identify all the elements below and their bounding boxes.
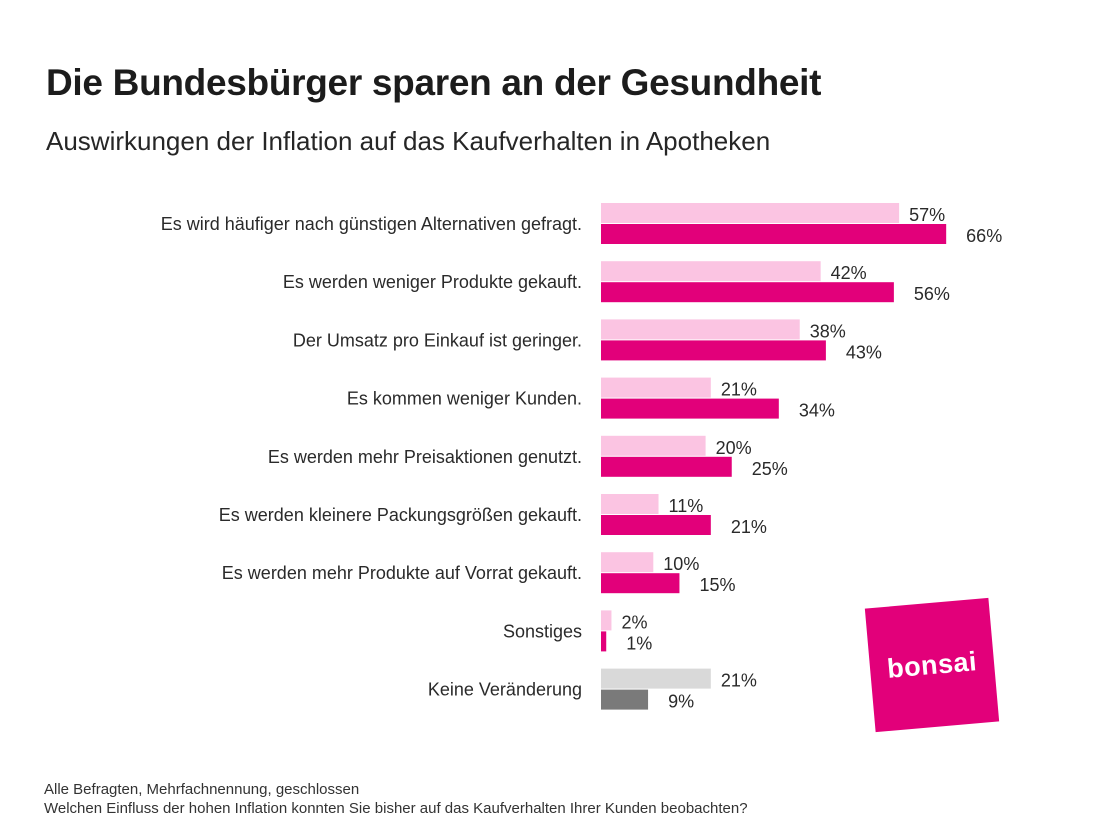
value-label: 1% (626, 633, 652, 653)
value-label: 42% (831, 263, 867, 283)
category-label: Es werden kleinere Packungsgrößen gekauf… (219, 505, 582, 525)
bar-light (601, 494, 659, 514)
footnote-question: Welchen Einfluss der hohen Inflation kon… (44, 800, 748, 817)
bar-dark (601, 689, 649, 710)
bar-light (601, 435, 706, 456)
value-label: 11% (669, 496, 704, 516)
bar-dark (601, 515, 711, 535)
value-label: 9% (668, 692, 694, 712)
category-label: Es kommen weniger Kunden. (347, 389, 582, 409)
bar-light (601, 261, 821, 282)
bar-dark (601, 282, 894, 303)
value-label: 43% (846, 342, 882, 362)
bar-dark (601, 398, 779, 419)
bar-light (601, 552, 654, 573)
bar-light (601, 610, 612, 631)
value-label: 21% (721, 671, 757, 691)
bar-light (601, 377, 711, 398)
bar-dark (601, 340, 826, 361)
bar-light (601, 668, 711, 689)
category-label: Sonstiges (503, 621, 582, 641)
value-label: 56% (914, 284, 950, 304)
bar-dark (601, 573, 680, 594)
category-label: Es werden weniger Produkte gekauft. (283, 272, 582, 292)
bar-light (601, 203, 900, 223)
bar-dark (601, 631, 607, 652)
bar-dark (601, 224, 947, 244)
value-label: 21% (721, 380, 757, 400)
bar-dark (601, 456, 732, 477)
logo-text: bonsai (885, 645, 979, 684)
value-label: 66% (966, 226, 1002, 246)
category-label: Keine Veränderung (428, 680, 582, 700)
category-label: Der Umsatz pro Einkauf ist geringer. (293, 330, 582, 350)
bonsai-logo: bonsai (864, 597, 1000, 733)
value-label: 25% (752, 459, 788, 479)
chart-subtitle: Auswirkungen der Inflation auf das Kaufv… (46, 126, 771, 156)
value-label: 20% (716, 438, 752, 458)
category-label: Es werden mehr Preisaktionen genutzt. (268, 447, 582, 467)
bar-light (601, 319, 800, 340)
value-label: 38% (810, 321, 846, 341)
footnote-sample: Alle Befragten, Mehrfachnennung, geschlo… (44, 781, 360, 798)
value-label: 10% (663, 554, 699, 574)
value-label: 15% (699, 575, 735, 595)
value-label: 21% (731, 517, 767, 537)
value-label: 2% (621, 612, 647, 632)
category-label: Es wird häufiger nach günstigen Alternat… (161, 214, 582, 234)
chart-title: Die Bundesbürger sparen an der Gesundhei… (46, 62, 822, 103)
category-label: Es werden mehr Produkte auf Vorrat gekau… (222, 563, 582, 583)
value-label: 34% (799, 401, 835, 421)
value-label: 57% (909, 205, 945, 225)
